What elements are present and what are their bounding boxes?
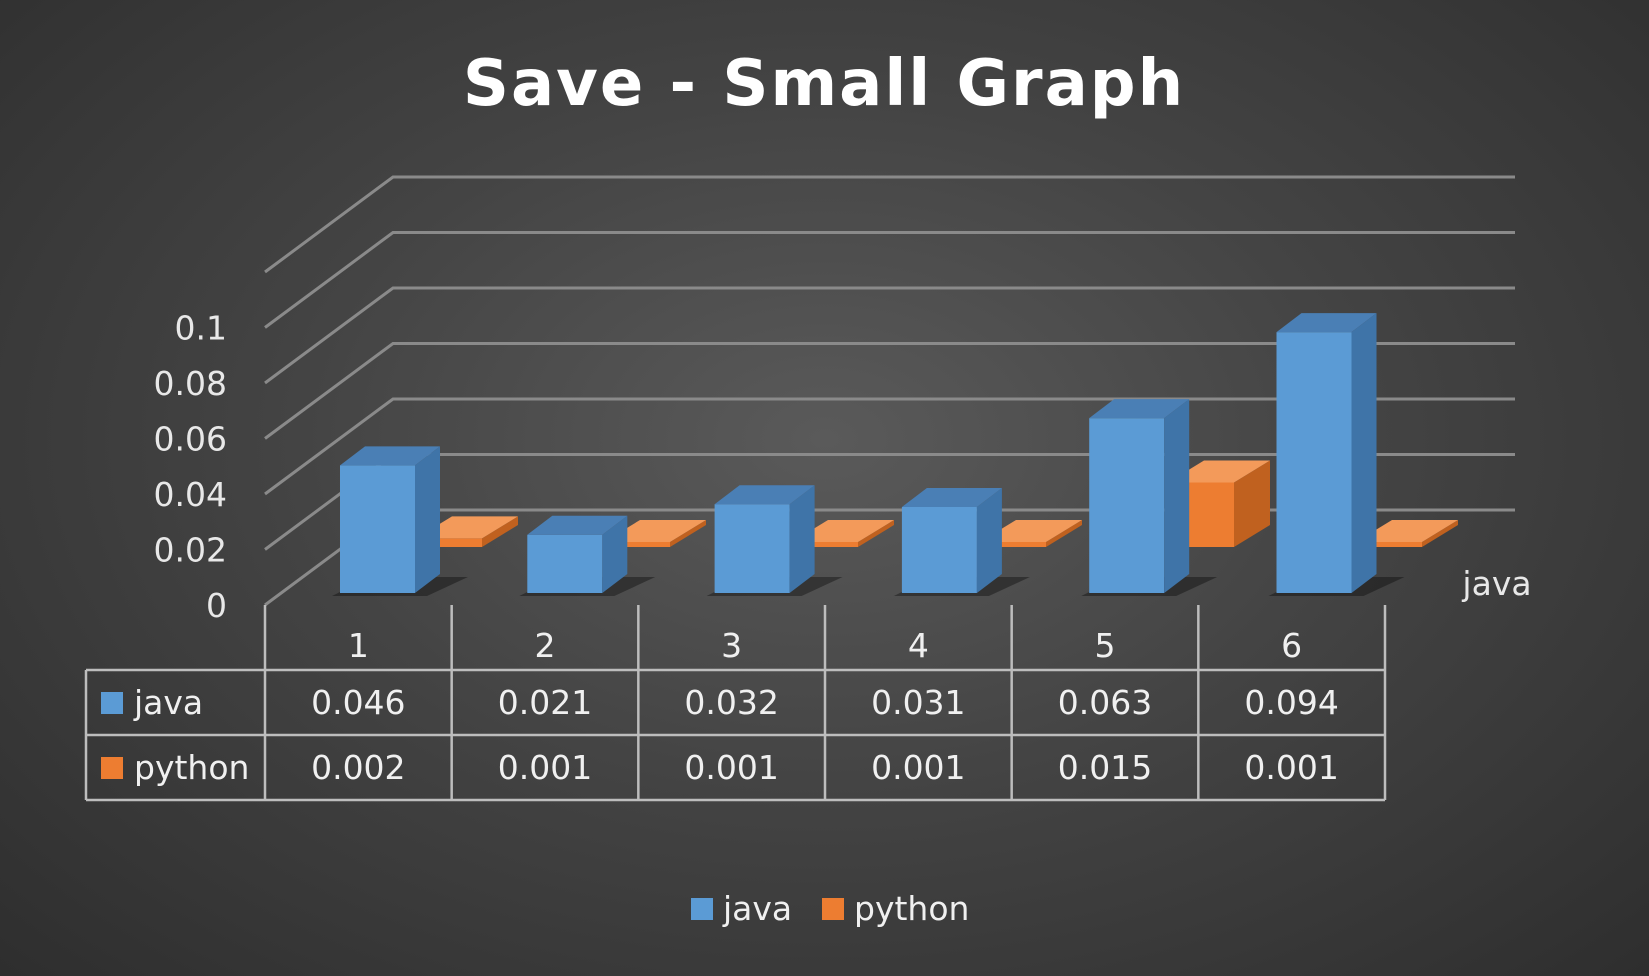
java-bar-3 [714,485,815,593]
java-bar-6-top [1276,313,1377,333]
java-bar-1-top [340,446,440,466]
legend-key-java [691,898,713,920]
y-tick-label: 0.06 [154,420,227,459]
legend-label-java: java [722,889,792,928]
bars [332,313,1458,596]
table-cell: 0.063 [1058,683,1152,722]
table-cell: 0.021 [498,683,592,722]
gridline [264,342,1515,440]
java-bar-4-side [976,487,1002,593]
table-cell: 0.032 [684,683,778,722]
java-bar-5-top [1089,399,1190,419]
python-bar-4-front [980,542,1046,547]
y-tick-label: 0.02 [154,531,227,570]
java-bar-6-front [1276,332,1352,593]
legend-label-python: python [854,889,969,928]
java-bar-2-side [602,515,628,593]
java-bar-4-top [901,487,1002,507]
x-tick-label: 6 [1281,626,1302,665]
python-bar-2-side [670,520,706,547]
python-bar-3-front [792,542,858,547]
data-table: 1 2 3 4 5 6 java 0.046 0.021 0.032 0.031 0.063 0.094… [84,605,1387,802]
python-bar-1-top [416,516,518,539]
java-bar-3-top [714,485,815,505]
chart-title: Save - Small Graph [463,47,1185,121]
python-bar-3-side [858,520,894,547]
java-bar-6 [1276,313,1377,593]
python-bar-1-front [416,538,482,547]
python-bar-2-top [604,520,706,542]
y-axis-ticks: 0 0.02 0.04 0.06 0.08 0.1 [154,309,227,626]
table-cell: 0.031 [871,683,965,722]
python-bar-6-front [1356,542,1422,547]
python-bar-2-front [604,542,670,547]
python-bar-4-top [980,520,1082,542]
gridline [264,231,1515,329]
python-bar-5-side [1234,460,1270,547]
java-bar-1 [340,446,440,593]
depth-axis-label: java [1461,564,1531,603]
table-series-key [101,757,123,779]
y-tick-label: 0.04 [154,475,227,514]
java-bar-3-front [714,504,790,593]
java-bar-1-side [415,446,440,593]
python-bar-1-side [482,516,518,547]
table-cell: 0.001 [684,748,778,787]
table-series-name: python [134,748,249,787]
table-cell: 0.015 [1058,748,1152,787]
java-bar-2-top [527,515,628,535]
table-cell: 0.001 [1244,748,1338,787]
y-tick-label: 0.1 [175,309,227,348]
y-tick-label: 0 [206,586,227,625]
table-series-name: java [133,683,203,722]
table-cell: 0.001 [871,748,965,787]
legend-key-python [822,898,844,920]
java-bar-1-front [340,465,415,593]
x-tick-label: 1 [348,626,369,665]
python-bar-2 [604,520,706,547]
table-series-key [101,692,123,714]
python-bar-5-top [1168,460,1270,483]
java-bar-3-side [789,485,815,593]
table-cell: 0.001 [498,748,592,787]
python-bar-6 [1356,520,1458,547]
x-tick-label: 4 [908,626,929,665]
table-cell: 0.046 [311,683,405,722]
java-bar-4-front [901,506,977,593]
java-bar-2-front [527,534,603,593]
java-bar-2 [527,515,628,593]
java-bar-5-side [1164,399,1190,593]
gridline [264,175,1515,274]
x-tick-label: 2 [535,626,556,665]
python-bar-3-top [792,520,894,542]
gridline [264,286,1515,385]
python-bar-3 [792,520,894,547]
python-bar-4 [980,520,1082,547]
gridline [264,397,1515,496]
python-bar-1 [416,516,518,547]
x-tick-label: 3 [721,626,742,665]
python-bar-6-top [1356,520,1458,542]
table-cell: 0.094 [1244,683,1338,722]
gridlines [264,175,1515,607]
python-bar-6-side [1422,520,1458,547]
java-bar-5-front [1089,418,1165,593]
x-tick-label: 5 [1095,626,1116,665]
python-bar-4-side [1046,520,1082,547]
java-bar-6-side [1351,313,1377,593]
java-bar-4 [901,487,1002,593]
table-cell: 0.002 [311,748,405,787]
y-tick-label: 0.08 [154,364,227,403]
legend: java python [691,889,969,928]
java-bar-5 [1089,399,1190,593]
